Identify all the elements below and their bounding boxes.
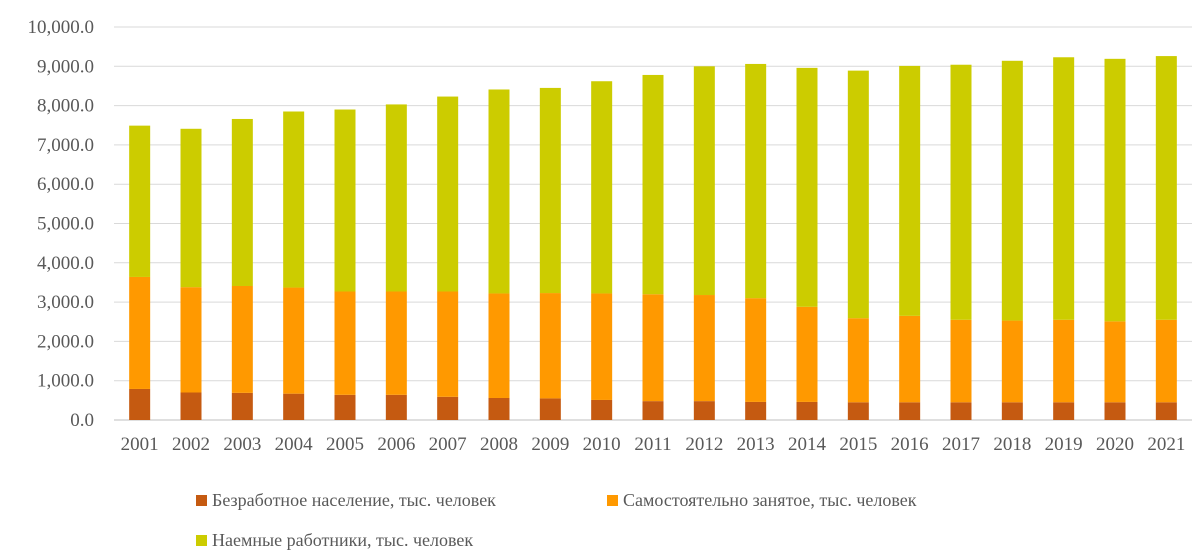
bar-segment-employees-2008 <box>488 89 510 294</box>
bar-segment-self-employed-2002 <box>180 287 202 393</box>
bar-segment-unemployed-2009 <box>539 398 561 420</box>
bar-segment-self-employed-2021 <box>1155 319 1177 403</box>
bar-segment-employees-2010 <box>591 81 613 294</box>
bar-segment-employees-2011 <box>642 74 664 295</box>
bar-segment-employees-2005 <box>334 109 356 292</box>
x-tick-label: 2011 <box>634 434 671 455</box>
bar-segment-unemployed-2015 <box>847 402 869 420</box>
bar-segment-unemployed-2001 <box>129 388 151 420</box>
bar-segment-unemployed-2016 <box>899 402 921 420</box>
x-axis: 2001 2002 2003 2004 2005 2006 2007 2008 2009 2010… <box>121 434 1186 455</box>
bar-segment-self-employed-2013 <box>745 298 767 402</box>
bar-segment-employees-2013 <box>745 63 767 299</box>
bar-segment-unemployed-2021 <box>1155 402 1177 420</box>
x-tick-label: 2015 <box>839 434 877 455</box>
bar-segment-self-employed-2020 <box>1104 321 1126 403</box>
bar-segment-self-employed-2007 <box>437 291 459 397</box>
bar-segment-unemployed-2020 <box>1104 402 1126 420</box>
bar-segment-unemployed-2011 <box>642 401 664 420</box>
x-tick-label: 2003 <box>223 434 261 455</box>
y-tick-label: 5,000.0 <box>37 214 94 235</box>
bar-segment-employees-2016 <box>899 65 921 316</box>
x-tick-label: 2004 <box>275 434 314 455</box>
bar-segment-employees-2004 <box>283 111 305 288</box>
bar-segment-self-employed-2012 <box>693 295 715 402</box>
y-tick-label: 7,000.0 <box>37 135 94 156</box>
bar-segment-employees-2007 <box>437 96 459 292</box>
bar-segment-employees-2018 <box>1001 60 1023 321</box>
bar-segment-employees-2001 <box>129 125 151 277</box>
x-tick-label: 2019 <box>1045 434 1083 455</box>
bar-segment-unemployed-2008 <box>488 397 510 420</box>
bar-segment-employees-2020 <box>1104 58 1126 322</box>
bar-segment-employees-2019 <box>1053 57 1075 320</box>
bar-segment-unemployed-2003 <box>231 392 253 420</box>
x-tick-label: 2020 <box>1096 434 1134 455</box>
x-tick-label: 2016 <box>891 434 929 455</box>
bar-segment-self-employed-2014 <box>796 306 818 402</box>
x-tick-label: 2001 <box>121 434 159 455</box>
y-tick-label: 10,000.0 <box>28 17 95 38</box>
bar-segment-self-employed-2017 <box>950 319 972 403</box>
y-tick-label: 1,000.0 <box>37 371 94 392</box>
bar-segment-employees-2015 <box>847 70 869 319</box>
bar-segment-self-employed-2018 <box>1001 320 1023 403</box>
x-tick-label: 2013 <box>737 434 775 455</box>
bar-segment-employees-2014 <box>796 67 818 307</box>
bar-segment-unemployed-2006 <box>385 394 407 420</box>
y-tick-label: 3,000.0 <box>37 292 94 313</box>
bar-segment-self-employed-2001 <box>129 276 151 389</box>
bar-segment-unemployed-2002 <box>180 392 202 420</box>
bar-segment-unemployed-2017 <box>950 402 972 420</box>
x-tick-label: 2018 <box>993 434 1031 455</box>
bar-segment-self-employed-2016 <box>899 315 921 403</box>
bar-segment-employees-2017 <box>950 64 972 320</box>
bars-group <box>129 56 1177 420</box>
bar-segment-unemployed-2010 <box>591 399 613 420</box>
bar-segment-unemployed-2019 <box>1053 402 1075 420</box>
y-tick-label: 9,000.0 <box>37 56 94 77</box>
x-tick-label: 2005 <box>326 434 364 455</box>
bar-segment-self-employed-2011 <box>642 294 664 402</box>
bar-segment-employees-2009 <box>539 87 561 294</box>
x-tick-label: 2012 <box>685 434 723 455</box>
bar-segment-unemployed-2013 <box>745 401 767 420</box>
bar-segment-self-employed-2005 <box>334 291 356 395</box>
x-tick-label: 2014 <box>788 434 827 455</box>
y-tick-label: 4,000.0 <box>37 253 94 274</box>
bar-segment-employees-2006 <box>385 104 407 292</box>
bar-segment-self-employed-2019 <box>1053 319 1075 403</box>
bar-segment-unemployed-2007 <box>437 396 459 420</box>
y-tick-label: 8,000.0 <box>37 96 94 117</box>
bar-segment-employees-2012 <box>693 66 715 296</box>
bar-segment-unemployed-2004 <box>283 393 305 420</box>
x-tick-label: 2010 <box>583 434 621 455</box>
bar-segment-self-employed-2006 <box>385 291 407 395</box>
bar-segment-self-employed-2015 <box>847 318 869 403</box>
bar-segment-unemployed-2012 <box>693 401 715 420</box>
x-tick-label: 2002 <box>172 434 210 455</box>
bar-segment-unemployed-2005 <box>334 394 356 420</box>
bar-segment-employees-2002 <box>180 128 202 288</box>
bar-segment-employees-2003 <box>231 118 253 286</box>
x-tick-label: 2007 <box>429 434 467 455</box>
bar-segment-self-employed-2004 <box>283 287 305 394</box>
y-tick-label: 6,000.0 <box>37 174 94 195</box>
y-axis: 0.0 1,000.0 2,000.0 3,000.0 4,000.0 5,000.0 6,… <box>28 17 95 431</box>
x-tick-label: 2008 <box>480 434 518 455</box>
x-tick-label: 2006 <box>377 434 415 455</box>
y-tick-label: 0.0 <box>70 410 94 431</box>
bar-segment-self-employed-2009 <box>539 293 561 399</box>
bar-segment-self-employed-2010 <box>591 293 613 400</box>
x-tick-label: 2017 <box>942 434 980 455</box>
x-tick-label: 2009 <box>531 434 569 455</box>
bar-segment-unemployed-2014 <box>796 401 818 420</box>
bar-segment-self-employed-2008 <box>488 293 510 398</box>
y-tick-label: 2,000.0 <box>37 331 94 352</box>
bar-segment-employees-2021 <box>1155 56 1177 320</box>
bar-segment-unemployed-2018 <box>1001 402 1023 420</box>
bar-segment-self-employed-2003 <box>231 285 253 393</box>
x-tick-label: 2021 <box>1147 434 1185 455</box>
